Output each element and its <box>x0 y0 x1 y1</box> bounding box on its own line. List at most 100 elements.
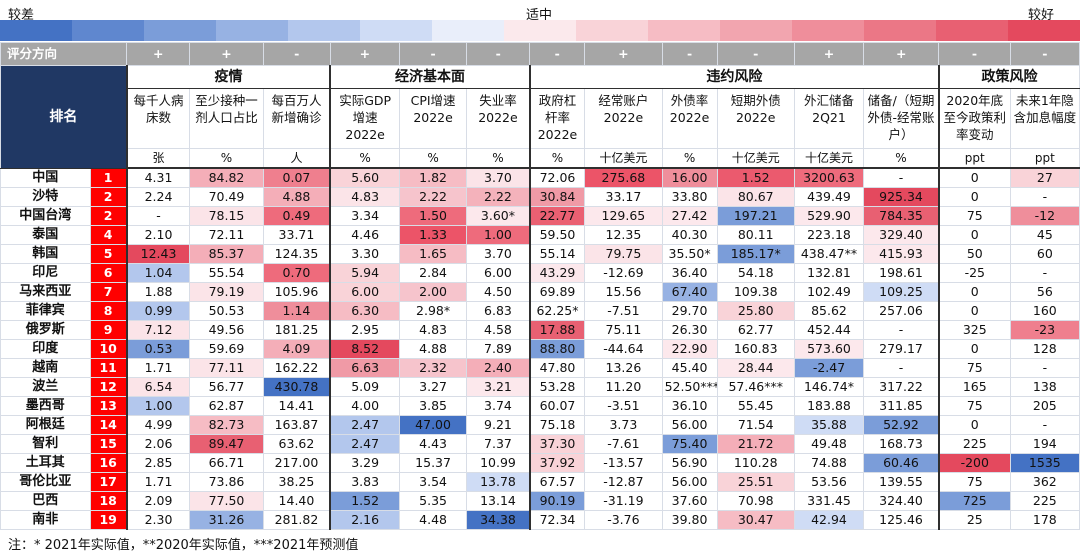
data-cell: 66.71 <box>189 453 264 473</box>
data-cell: 0.70 <box>262 263 331 283</box>
legend-swatch <box>144 20 216 41</box>
data-cell: 0 <box>937 301 1011 321</box>
data-cell: 39.80 <box>661 510 718 530</box>
data-cell: 257.06 <box>863 301 940 321</box>
data-cell: 128 <box>1009 339 1080 359</box>
data-cell: 10.99 <box>466 453 531 473</box>
country-name: 印度 <box>0 339 91 359</box>
data-cell: 1.88 <box>125 282 191 302</box>
data-cell: 2.98* <box>398 301 468 321</box>
country-name: 中国 <box>0 167 91 188</box>
data-cell: 14.41 <box>262 396 331 416</box>
unit-label: 张 <box>125 148 191 169</box>
rank-cell: 18 <box>89 491 128 511</box>
data-cell: 2.32 <box>398 358 468 378</box>
data-cell: 2.06 <box>125 434 191 454</box>
data-cell: 33.80 <box>661 187 718 207</box>
direction-sign: - <box>1009 42 1080 66</box>
data-cell: - <box>1009 263 1080 283</box>
data-cell: -12 <box>1009 206 1080 226</box>
data-cell: 59.69 <box>189 339 264 359</box>
table-row: 巴西 18 2.09 77.50 14.40 1.52 5.35 13.14 90.19 -31.… <box>0 491 1080 511</box>
legend-swatch <box>648 20 720 41</box>
data-cell: 1.50 <box>398 206 468 226</box>
country-name: 俄罗斯 <box>0 320 91 340</box>
table-row: 智利 15 2.06 89.47 63.62 2.47 4.43 7.37 37.30 -7.61… <box>0 434 1080 454</box>
data-cell: 198.61 <box>863 263 940 283</box>
data-cell: 29.70 <box>661 301 718 321</box>
data-cell: 225 <box>1009 491 1080 511</box>
rank-cell: 6 <box>89 263 128 283</box>
data-cell: 37.92 <box>528 453 586 473</box>
data-cell: 69.89 <box>528 282 586 302</box>
data-cell: 72.06 <box>528 167 586 188</box>
legend-swatch <box>864 20 936 41</box>
data-cell: 362 <box>1009 472 1080 492</box>
table-row: 印度 10 0.53 59.69 4.09 8.52 4.88 7.89 88.80 -44.64… <box>0 339 1080 359</box>
data-cell: 36.40 <box>661 263 718 283</box>
country-name: 土耳其 <box>0 453 91 473</box>
column-header: 外汇储备2Q21 <box>793 88 865 149</box>
rank-cell: 7 <box>89 282 128 302</box>
direction-sign: - <box>262 42 331 66</box>
data-cell: 3.73 <box>584 415 663 435</box>
data-cell: - <box>863 320 940 340</box>
data-cell: 6.00 <box>466 263 531 283</box>
data-cell: 139.55 <box>863 472 940 492</box>
rank-cell: 1 <box>89 167 128 188</box>
data-cell: 30.47 <box>716 510 795 530</box>
data-cell: 35.50* <box>661 244 718 264</box>
data-cell: 75 <box>937 206 1011 226</box>
data-cell: 56.77 <box>189 377 264 397</box>
rank-cell: 8 <box>89 301 128 321</box>
data-cell: - <box>1009 358 1080 378</box>
data-cell: 3.85 <box>398 396 468 416</box>
subheader-row: 每千人病床数 至少接种一剂人口占比 每百万人新增确诊 实际GDP增速2022e CPI增… <box>1 88 1080 149</box>
data-cell: 13.14 <box>466 491 531 511</box>
data-cell: 35.88 <box>793 415 865 435</box>
data-cell: 2.16 <box>329 510 400 530</box>
data-cell: 6.00 <box>329 282 400 302</box>
data-cell: 3.70 <box>466 167 531 188</box>
data-cell: 329.40 <box>863 225 940 245</box>
data-cell: 2.85 <box>125 453 191 473</box>
legend-swatch <box>288 20 360 41</box>
unit-label: 人 <box>262 148 331 169</box>
legend-swatch <box>720 20 792 41</box>
data-cell: 85.37 <box>189 244 264 264</box>
data-cell: 75.40 <box>661 434 718 454</box>
table-row: 中国 1 4.31 84.82 0.07 5.60 1.82 3.70 72.06 275.68 1… <box>0 167 1080 188</box>
group-header-row: 排名 疫情 经济基本面 违约风险 政策风险 <box>0 65 1080 169</box>
data-cell: -3.51 <box>584 396 663 416</box>
data-cell: 3.60* <box>466 206 531 226</box>
data-cell: 275.68 <box>584 167 663 188</box>
data-cell: 1.71 <box>125 358 191 378</box>
data-cell: 7.12 <box>125 320 191 340</box>
country-name: 波兰 <box>0 377 91 397</box>
table-row: 阿根廷 14 4.99 82.73 163.87 2.47 47.00 9.21 75.18 3.… <box>0 415 1080 435</box>
country-name: 巴西 <box>0 491 91 511</box>
data-cell: 317.22 <box>863 377 940 397</box>
legend-swatch <box>792 20 864 41</box>
column-header: 政府杠杆率2022e <box>528 88 586 149</box>
data-cell: 311.85 <box>863 396 940 416</box>
data-cell: 163.87 <box>262 415 331 435</box>
data-cell: 102.49 <box>793 282 865 302</box>
legend-mid-label: 适中 <box>526 8 553 23</box>
data-cell: 11.20 <box>584 377 663 397</box>
data-cell: 3200.63 <box>793 167 865 188</box>
data-cell: 37.60 <box>661 491 718 511</box>
legend-swatch <box>432 20 504 41</box>
legend-swatch <box>576 20 648 41</box>
column-header: 至少接种一剂人口占比 <box>189 88 264 149</box>
data-cell: 27 <box>1009 167 1080 188</box>
data-cell: 77.11 <box>189 358 264 378</box>
direction-sign: - <box>716 42 795 66</box>
data-cell: 129.65 <box>584 206 663 226</box>
data-cell: 75 <box>937 358 1011 378</box>
direction-sign: + <box>329 42 400 66</box>
data-cell: 55.14 <box>528 244 586 264</box>
data-cell: - <box>863 358 940 378</box>
data-cell: 3.34 <box>329 206 400 226</box>
data-cell: 3.30 <box>329 244 400 264</box>
